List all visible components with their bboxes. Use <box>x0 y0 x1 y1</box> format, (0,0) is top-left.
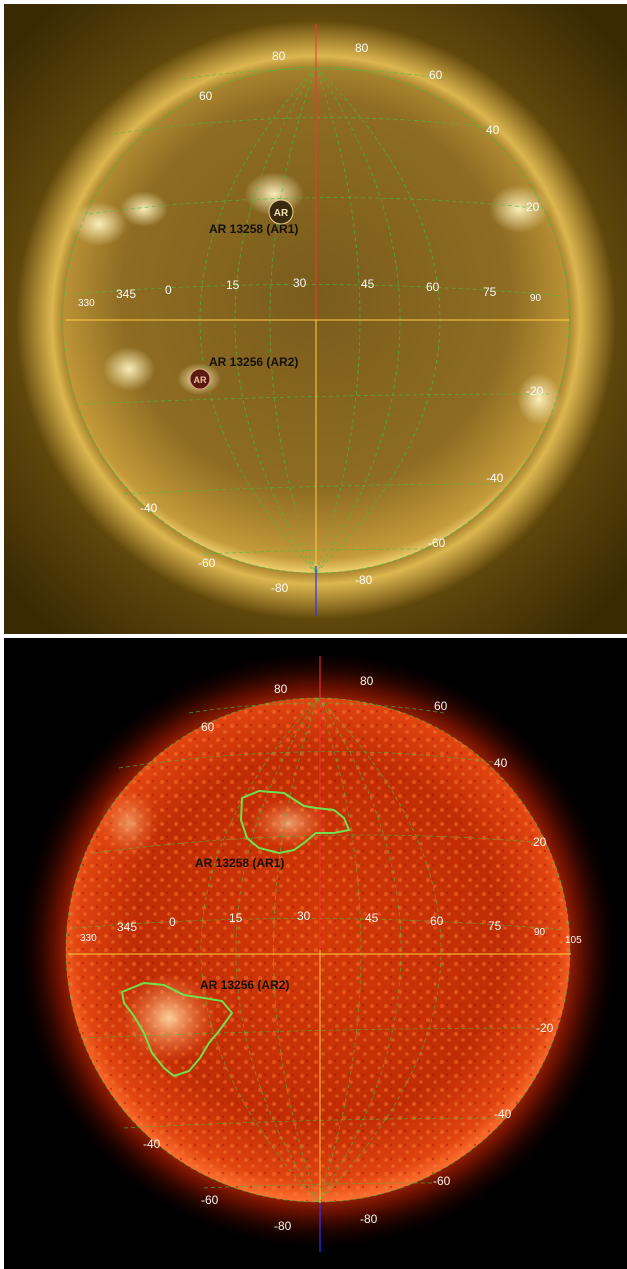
top-lat-label: -80 <box>271 581 289 595</box>
top-lat-label: 80 <box>272 49 286 63</box>
top-lat-label: 60 <box>429 68 443 82</box>
top-lat-label: 40 <box>486 123 500 137</box>
top-lat-label: -40 <box>486 471 504 485</box>
bottom-lon-label: 15 <box>229 911 243 925</box>
top-bright-region <box>120 191 168 227</box>
bottom-lat-label: 80 <box>274 682 288 696</box>
bottom-plage <box>249 798 329 848</box>
top-lat-label: 60 <box>199 89 213 103</box>
top-lon-label: 60 <box>426 280 440 294</box>
top-ar2-marker-text: AR <box>194 375 207 385</box>
bottom-lon-label: 345 <box>117 920 137 934</box>
bottom-lon-label: 105 <box>565 935 582 946</box>
top-lon-label: 30 <box>293 276 307 290</box>
bottom-lat-label: -60 <box>433 1174 451 1188</box>
bottom-lat-label: -20 <box>536 1021 554 1035</box>
top-lat-label: -40 <box>140 501 158 515</box>
bottom-lon-label: 0 <box>169 915 176 929</box>
top-lat-label: -60 <box>428 536 446 550</box>
top-bright-region <box>517 373 561 425</box>
bottom-solar-image-panel: AR 13258 (AR1) AR 13256 (AR2) 80 80 60 6… <box>4 638 627 1269</box>
top-ar1-marker <box>268 199 294 225</box>
top-lat-label: -80 <box>355 573 373 587</box>
top-lon-label: 15 <box>226 278 240 292</box>
top-solar-image: AR AR AR 13258 (AR1) AR 13256 (AR2) 80 8… <box>4 4 627 634</box>
top-lat-label: 80 <box>355 41 369 55</box>
top-lat-label: -20 <box>526 384 544 398</box>
top-lon-label: 0 <box>165 283 172 297</box>
top-lon-label: 45 <box>361 277 375 291</box>
top-ar1-label: AR 13258 (AR1) <box>209 222 298 236</box>
bottom-heliographic-grid <box>65 697 571 1203</box>
top-lat-label: -60 <box>198 556 216 570</box>
top-bright-region <box>103 347 155 391</box>
bottom-lat-label: 60 <box>434 699 448 713</box>
bottom-lat-label: -40 <box>143 1137 161 1151</box>
top-ar2-marker <box>189 368 211 390</box>
top-lon-label: 90 <box>530 293 542 304</box>
bottom-lon-label: 30 <box>297 909 311 923</box>
bottom-lat-label: 20 <box>533 835 547 849</box>
bottom-solar-image: AR 13258 (AR1) AR 13256 (AR2) 80 80 60 6… <box>4 638 627 1269</box>
top-bright-region <box>489 185 549 233</box>
bottom-ar1-label: AR 13258 (AR1) <box>195 856 284 870</box>
bottom-lat-label: 80 <box>360 674 374 688</box>
top-lon-label: 330 <box>78 298 95 309</box>
bottom-lat-label: 40 <box>494 756 508 770</box>
top-ar2-label: AR 13256 (AR2) <box>209 355 298 369</box>
bottom-lon-label: 45 <box>365 911 379 925</box>
bottom-ar2-contour <box>120 981 234 1078</box>
bottom-lon-label: 75 <box>488 919 502 933</box>
bottom-granulation <box>66 698 570 1202</box>
top-lat-label: 20 <box>526 200 540 214</box>
bottom-lon-label: 330 <box>80 933 97 944</box>
bottom-plage <box>99 788 159 858</box>
bottom-lon-label: 60 <box>430 914 444 928</box>
bottom-ar1-contour <box>239 789 351 855</box>
bottom-lat-label: -60 <box>201 1193 219 1207</box>
bottom-lat-label: -80 <box>274 1219 292 1233</box>
top-lon-label: 75 <box>483 285 497 299</box>
top-solar-image-panel: AR AR AR 13258 (AR1) AR 13256 (AR2) 80 8… <box>4 4 627 634</box>
top-bright-region <box>71 202 127 246</box>
bottom-lon-label: 90 <box>534 927 546 938</box>
bottom-ar2-label: AR 13256 (AR2) <box>200 978 289 992</box>
top-ar1-marker-text: AR <box>274 208 289 219</box>
bottom-lat-label: -80 <box>360 1212 378 1226</box>
bottom-lat-label: 60 <box>201 720 215 734</box>
bottom-lat-label: -40 <box>494 1107 512 1121</box>
top-lon-label: 345 <box>116 287 136 301</box>
